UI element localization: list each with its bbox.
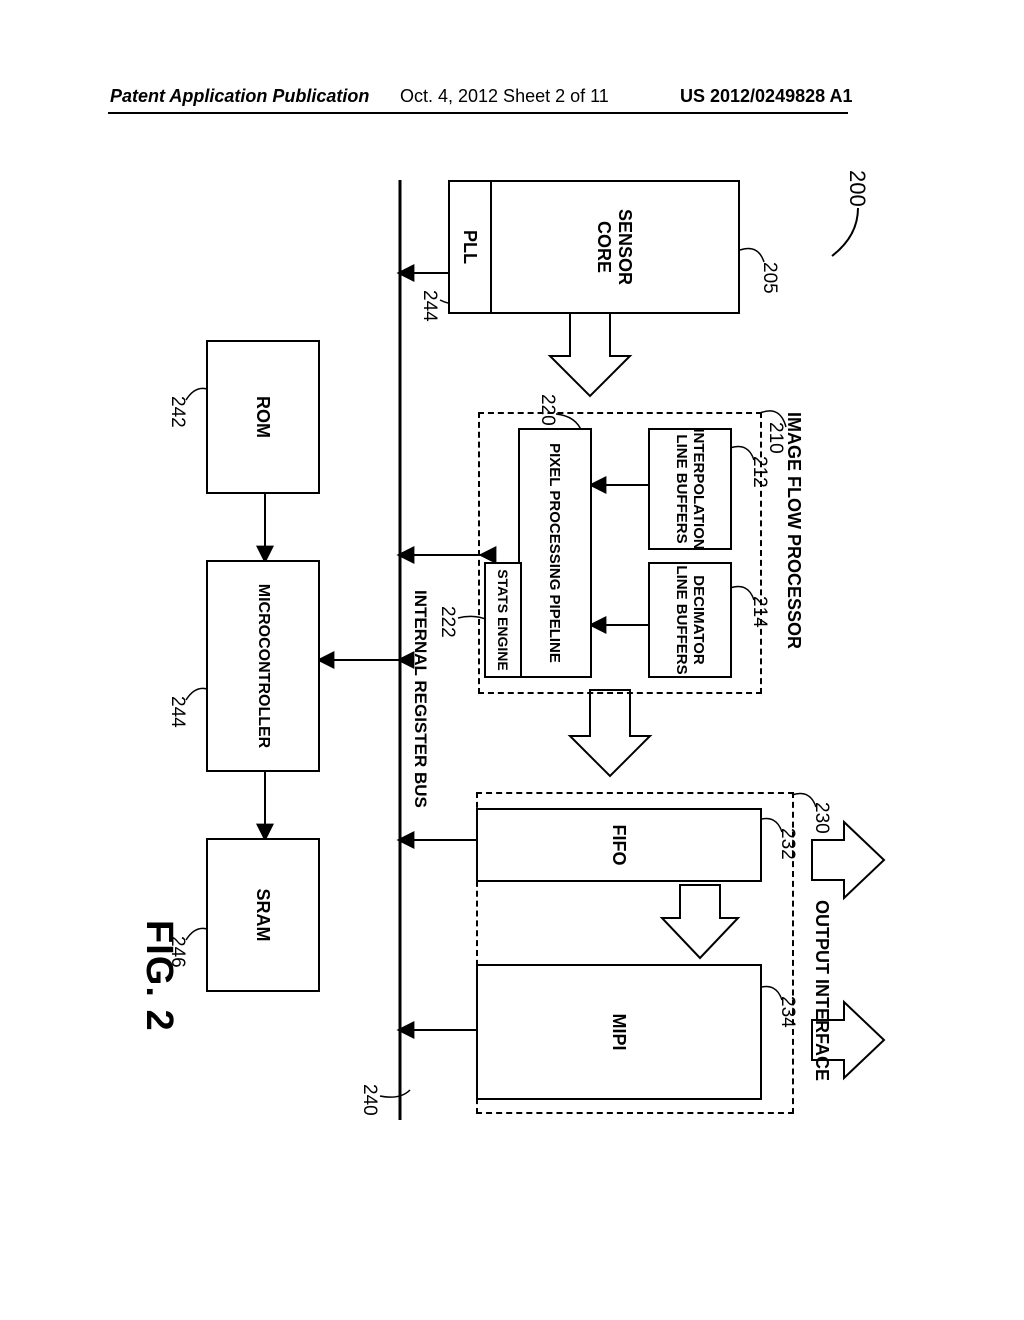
header-right: US 2012/0249828 A1 (680, 86, 852, 107)
block-fifo: FIFO (476, 808, 762, 882)
block-decim: DECIMATOR LINE BUFFERS (648, 562, 732, 678)
label-sensor-core: SENSOR CORE (490, 182, 738, 312)
ref-242: 242 (166, 396, 188, 428)
label-sram: SRAM (253, 889, 274, 942)
label-rom: ROM (253, 396, 274, 438)
block-sram: SRAM (206, 838, 320, 992)
block-interp: INTERPOLATION LINE BUFFERS (648, 428, 732, 550)
label-pll: PLL (460, 230, 481, 264)
diagram-wrap: 200 (120, 160, 924, 1210)
label-interp: INTERPOLATION LINE BUFFERS (673, 428, 707, 549)
label-micro: MICROCONTROLLER (254, 584, 272, 748)
block-sensor-core: SENSOR CORE (488, 180, 740, 314)
ref-240: 240 (358, 1084, 380, 1116)
label-fifo: FIFO (609, 825, 630, 866)
block-rom: ROM (206, 340, 320, 494)
ref-230: 230 (810, 802, 832, 834)
label-bus: INTERNAL REGISTER BUS (410, 590, 430, 808)
label-mipi: MIPI (609, 1013, 630, 1050)
ref-system: 200 (844, 170, 870, 207)
ref-210: 210 (764, 422, 786, 454)
diagram: 200 (120, 160, 890, 1160)
label-ifp: IMAGE FLOW PROCESSOR (783, 412, 804, 649)
ref-246: 246 (166, 936, 188, 968)
ref-222: 222 (436, 606, 458, 638)
ref-205: 205 (758, 262, 780, 294)
label-out: OUTPUT INTERFACE (811, 900, 832, 1081)
page: Patent Application Publication Oct. 4, 2… (0, 0, 1024, 1320)
ref-234: 234 (776, 996, 798, 1028)
block-mipi: MIPI (476, 964, 762, 1100)
label-decim: DECIMATOR LINE BUFFERS (673, 565, 707, 674)
ref-212: 212 (748, 456, 770, 488)
block-stats: STATS ENGINE (484, 562, 522, 678)
label-pixpipe: PIXEL PROCESSING PIPELINE (547, 443, 564, 663)
block-pixpipe: PIXEL PROCESSING PIPELINE (518, 428, 592, 678)
ref-220: 220 (536, 394, 558, 426)
block-micro: MICROCONTROLLER (206, 560, 320, 772)
ref-244-micro: 244 (166, 696, 188, 728)
header-rule (108, 112, 848, 114)
block-pll: PLL (448, 180, 492, 314)
ref-214: 214 (748, 596, 770, 628)
label-stats: STATS ENGINE (495, 569, 511, 670)
header-left: Patent Application Publication (110, 86, 369, 107)
ref-244-pll: 244 (418, 290, 440, 322)
header-center: Oct. 4, 2012 Sheet 2 of 11 (400, 86, 609, 107)
ref-232: 232 (776, 828, 798, 860)
